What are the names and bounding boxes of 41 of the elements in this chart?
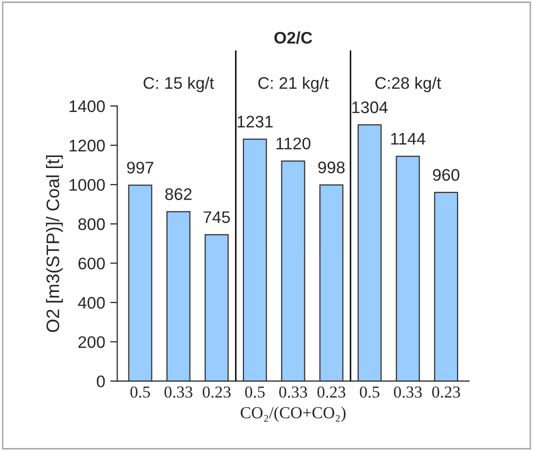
x-tick-label: 0.23 — [202, 386, 231, 398]
x-tick-label: 0.33 — [279, 386, 308, 398]
data-label: 1231 — [238, 116, 273, 128]
y-tick-label: 1000 — [70, 178, 105, 191]
data-label: 1120 — [276, 138, 310, 150]
x-tick-label: 0.33 — [394, 386, 422, 398]
y-tick-label: 0 — [96, 375, 105, 388]
y-tick-label: 200 — [78, 336, 105, 348]
data-label: 960 — [432, 169, 460, 181]
data-label: 998 — [318, 162, 345, 174]
bar — [204, 234, 229, 382]
bar — [358, 124, 382, 382]
x-tick-label: 0.23 — [317, 386, 346, 398]
text: C: 15 kg/t — [144, 76, 214, 92]
bar — [128, 184, 152, 382]
y-tick-label: 800 — [78, 218, 105, 230]
x-tick-label: 0.23 — [432, 386, 460, 398]
text: C: 21 kg/t — [258, 76, 329, 92]
bar — [319, 184, 344, 382]
data-label: 862 — [165, 188, 192, 200]
y-tick-label: 400 — [78, 296, 105, 309]
x-tick-label: 0.5 — [130, 386, 150, 398]
y-tick-label: 1200 — [70, 140, 105, 152]
y-tick-label: 600 — [78, 258, 105, 270]
y-tick-label: 1400 — [70, 100, 105, 112]
text: C:28 kg/t — [375, 76, 442, 92]
x-tick-label: 0.5 — [360, 386, 380, 398]
bar — [396, 156, 420, 382]
data-label: 1144 — [391, 133, 426, 144]
bar — [434, 192, 458, 382]
x-tick-label: 0.5 — [245, 386, 265, 398]
bar — [281, 160, 306, 382]
bar — [166, 211, 190, 382]
bar — [242, 138, 267, 382]
x-tick-label: 0.33 — [164, 386, 192, 398]
data-label: 1304 — [352, 101, 388, 114]
data-label: 745 — [204, 211, 230, 224]
data-label: 997 — [127, 162, 154, 174]
y-axis-title: O2 [m3(STP)]/ Coal [t] — [46, 156, 63, 332]
x-axis-title: CO₂/(CO+CO₂) — [240, 406, 346, 422]
chart-title: O2/C — [274, 31, 312, 44]
